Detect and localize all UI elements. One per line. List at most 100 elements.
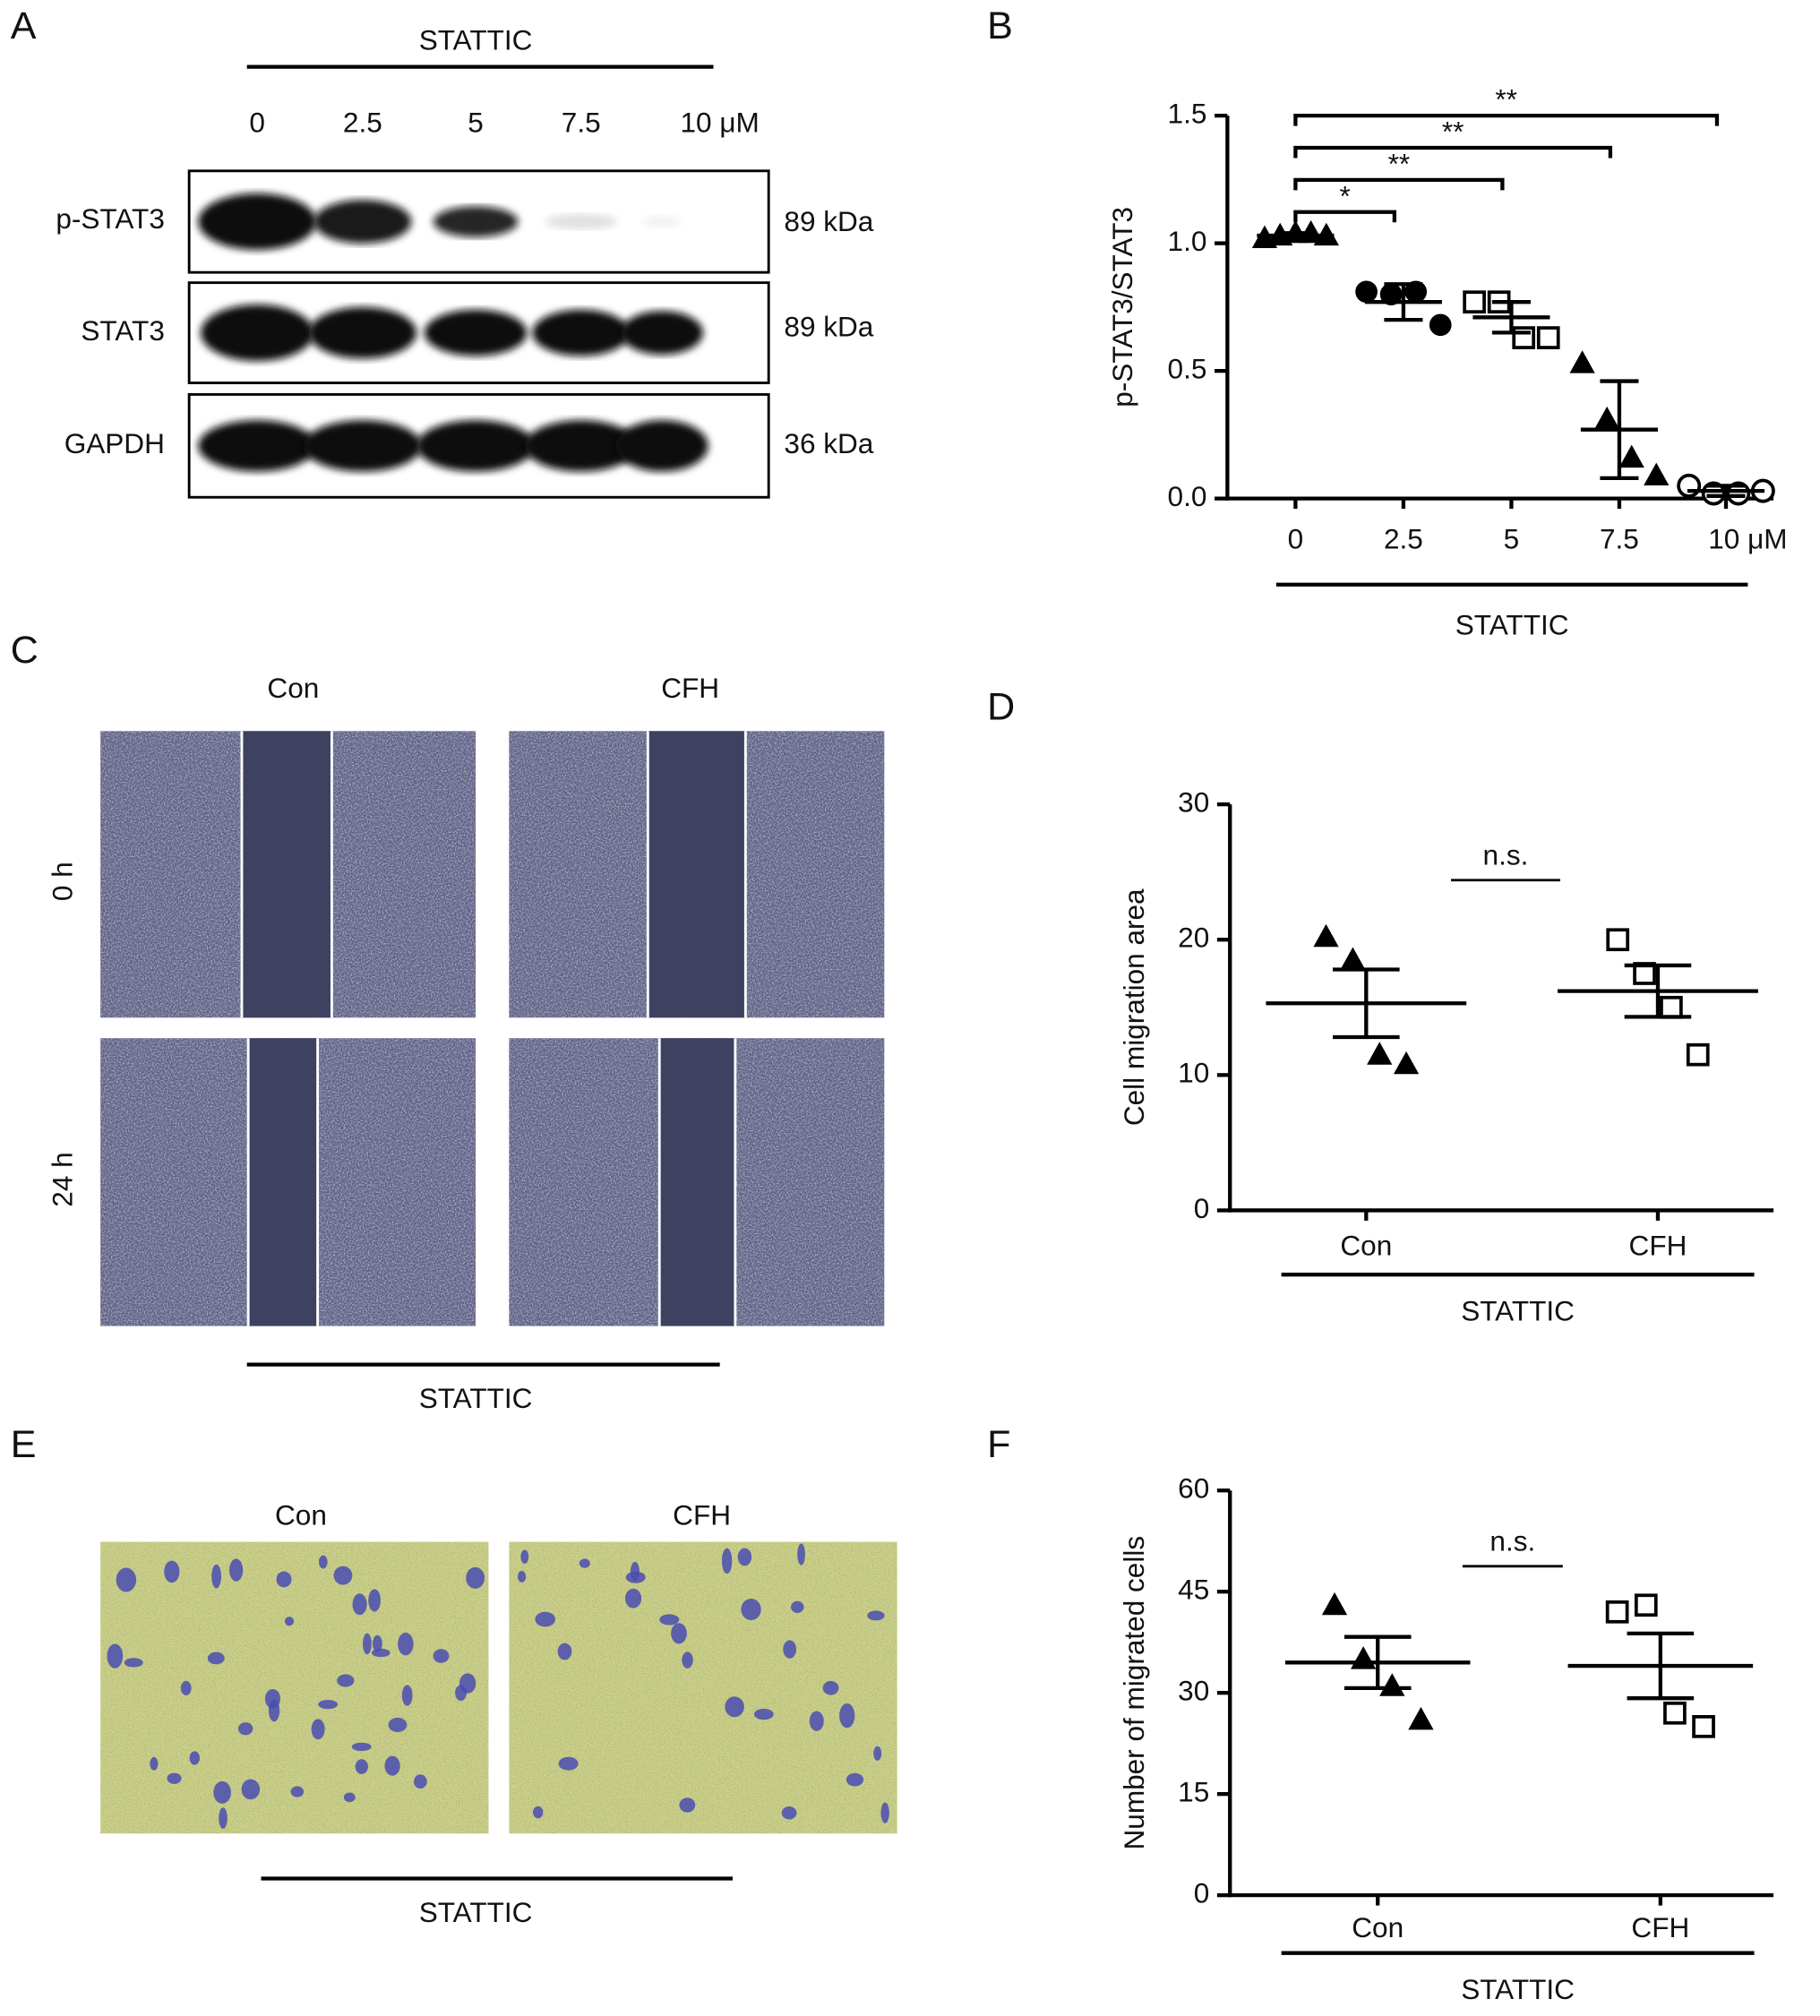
stained-cell (679, 1797, 696, 1813)
stained-cell (846, 1772, 864, 1787)
data-point (1340, 947, 1366, 970)
stained-cell (401, 1685, 413, 1706)
data-point (1634, 1593, 1658, 1617)
stained-cell (517, 1571, 527, 1583)
stained-cell (167, 1772, 182, 1784)
data-point (1686, 1042, 1710, 1067)
stained-cell (290, 1786, 305, 1797)
stained-cell (343, 1792, 356, 1803)
stained-cell (737, 1548, 752, 1566)
data-point (1606, 928, 1630, 952)
significance-bracket (1293, 210, 1397, 223)
stained-cell (822, 1680, 839, 1695)
panel-letter: A (11, 4, 37, 47)
size-label: 36 kDa (784, 427, 873, 459)
stained-cell (264, 1688, 281, 1709)
y-tick-label: 30 (1178, 785, 1209, 818)
data-point (1618, 444, 1644, 468)
panel-letter: C (11, 629, 39, 672)
significance-label: n.s. (1489, 1524, 1535, 1557)
blot-band (545, 213, 617, 230)
data-point (1429, 313, 1452, 337)
lane-label: 10 μM (681, 107, 760, 139)
y-tick-label: 60 (1178, 1472, 1209, 1505)
stained-cell (839, 1703, 855, 1729)
panel-letter: D (987, 685, 1015, 728)
stained-cell (284, 1617, 295, 1626)
stained-cell (363, 1633, 372, 1655)
stained-cell (741, 1598, 761, 1621)
stained-cell (682, 1651, 693, 1669)
chart: 0 10 20 30 Cell migration area Con CFH STATTIC n… (1118, 785, 1774, 1327)
x-axis-label: STATTIC (1455, 608, 1569, 640)
panel-letter: E (11, 1423, 37, 1466)
stained-cell (873, 1746, 882, 1761)
stained-cell (557, 1643, 572, 1660)
row-label: STAT3 (81, 314, 164, 347)
data-point (1536, 326, 1560, 349)
stained-cell (725, 1696, 744, 1718)
data-point (1605, 1600, 1629, 1624)
stained-cell (337, 1674, 355, 1687)
y-tick-label: 0.0 (1168, 480, 1207, 512)
blot-band (615, 420, 708, 472)
wound-healing: Con CFH 0 h 24 h STATTIC (46, 672, 885, 1414)
data-point (1677, 473, 1702, 498)
stained-cell (384, 1755, 400, 1776)
time-label: 24 h (46, 1152, 78, 1206)
stained-cell (107, 1643, 124, 1669)
stained-cell (318, 1699, 339, 1710)
x-axis-label: STATTIC (1461, 1973, 1575, 2005)
y-tick-label: 1.5 (1168, 97, 1207, 129)
stained-cell (535, 1611, 555, 1627)
stained-cell (579, 1558, 590, 1568)
stained-cell (671, 1623, 687, 1644)
x-tick-label: CFH (1629, 1229, 1687, 1261)
error-bar (1384, 282, 1423, 322)
chart: 0 15 30 45 60 Number of migrated cells Con CFH S… (1118, 1472, 1774, 2005)
significance-label: n.s. (1483, 838, 1529, 871)
lane-label: 2.5 (343, 107, 382, 139)
stained-cell (791, 1600, 804, 1613)
stained-cell (150, 1756, 159, 1771)
blot-band (621, 311, 704, 355)
lane-label: 5 (468, 107, 484, 139)
x-tick-label: CFH (1631, 1911, 1689, 1943)
stained-cell (229, 1558, 244, 1582)
error-bar (1600, 379, 1639, 481)
stained-cell (867, 1610, 885, 1621)
data-point (1644, 462, 1670, 486)
group-label: CFH (661, 672, 719, 704)
data-point (1379, 1673, 1405, 1696)
stained-cell (520, 1549, 529, 1564)
stained-cell (880, 1802, 889, 1823)
stained-cell (781, 1806, 797, 1820)
stained-cell (219, 1807, 228, 1829)
stained-cell (624, 1588, 642, 1609)
error-bar (1706, 484, 1746, 498)
stained-cell (388, 1717, 408, 1732)
data-point (1367, 1042, 1393, 1065)
stained-cell (459, 1673, 476, 1694)
x-tick-label: 7.5 (1600, 522, 1639, 554)
treatment-label: STATTIC (419, 1896, 533, 1928)
x-tick-label: Con (1352, 1911, 1404, 1943)
significance-label: ** (1495, 83, 1517, 116)
blot-band (642, 215, 682, 228)
y-tick-label: 20 (1178, 922, 1209, 954)
stained-cell (352, 1593, 367, 1616)
stained-cell (211, 1564, 221, 1589)
blot-band (303, 420, 422, 472)
stained-cell (124, 1658, 143, 1668)
stained-cell (558, 1756, 579, 1771)
wound-gap (648, 731, 746, 1018)
stained-cell (753, 1708, 774, 1720)
blot-band (424, 309, 528, 356)
data-point (1663, 1701, 1687, 1725)
stained-cell (414, 1774, 427, 1789)
x-tick-label: 5 (1504, 522, 1520, 554)
stained-cell (189, 1751, 200, 1765)
stained-cell (433, 1649, 450, 1663)
data-point (1463, 290, 1486, 314)
stained-cell (241, 1779, 261, 1800)
